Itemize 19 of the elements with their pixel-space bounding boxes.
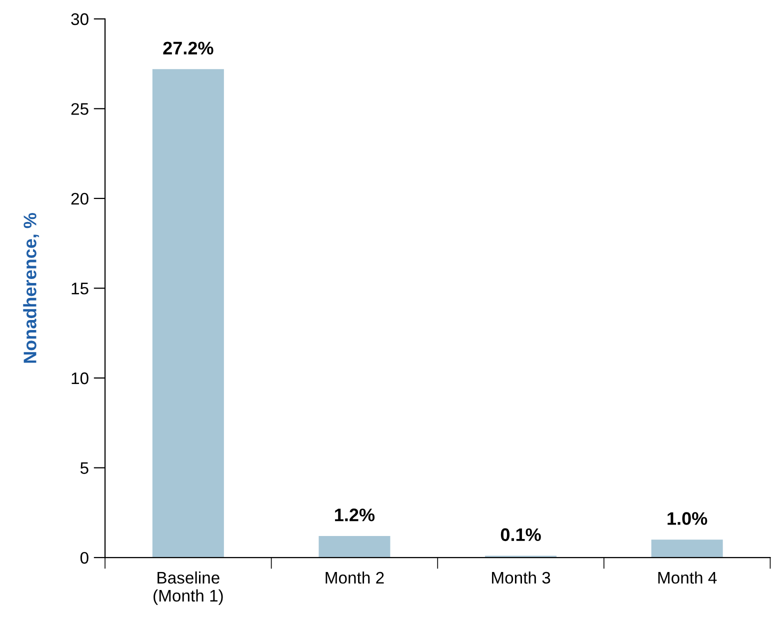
y-tick-label: 5 <box>80 462 88 474</box>
x-tick-label: Month 2 <box>326 571 384 584</box>
y-tick-label: 0 <box>80 552 88 564</box>
bar <box>651 540 723 558</box>
bar <box>152 69 224 558</box>
bar <box>318 536 390 558</box>
data-label: 1.2% <box>335 508 375 522</box>
y-tick-label: 10 <box>72 372 88 384</box>
x-tick-label: Baseline (Month 1) <box>154 571 223 605</box>
x-tick-label: Month 4 <box>658 571 717 584</box>
y-tick-label: 20 <box>71 192 88 205</box>
y-axis-title: Nonadherence, % <box>23 212 40 363</box>
y-tick-label: 15 <box>72 282 88 294</box>
x-tick-label: Month 3 <box>492 571 550 584</box>
y-tick-label: 25 <box>71 103 88 115</box>
y-tick-label: 30 <box>71 13 88 26</box>
data-label: 27.2% <box>163 42 214 54</box>
data-label: 0.1% <box>500 528 541 542</box>
data-label: 1.0% <box>668 512 708 525</box>
